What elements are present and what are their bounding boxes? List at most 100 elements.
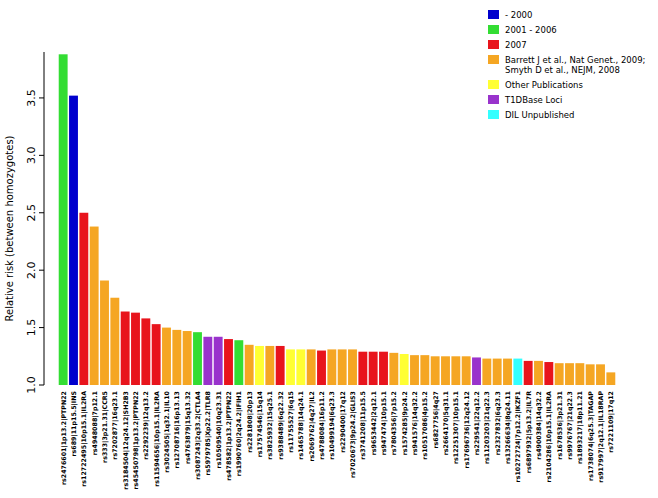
bar: [513, 359, 522, 385]
bar: [193, 332, 202, 385]
legend-label: 2007: [505, 40, 527, 50]
category-label: rs12708716|16p13.13: [173, 391, 181, 468]
bar: [462, 356, 471, 385]
bar: [400, 354, 409, 385]
bar: [110, 298, 119, 385]
bar: [482, 359, 491, 385]
category-label: rs2104286|10p15.1|IL2RA: [545, 391, 553, 483]
category-label: rs17696736|12q24.12: [463, 391, 471, 468]
bar: [338, 349, 347, 385]
category-label: rs7804356|7p15.2: [390, 391, 398, 455]
bar: [245, 345, 254, 385]
bar: [203, 337, 212, 385]
category-label: rs11594656|10p15.1|IL2RA: [153, 391, 161, 487]
category-label: rs11755527|6q15: [287, 391, 295, 453]
category-label: rs1574285|9p24.2: [401, 391, 409, 455]
bar: [59, 54, 68, 385]
category-label: rs1990760|2q24.2|IFIH1: [235, 391, 243, 476]
legend-item: 2001 - 2006: [488, 25, 656, 35]
category-label: rs1738074|6q25.3|TAGAP: [587, 391, 595, 481]
bar: [503, 359, 512, 385]
bar: [555, 363, 564, 385]
bar: [255, 346, 264, 385]
legend-swatch: [488, 25, 499, 34]
legend-item: DIL Unpublished: [488, 110, 656, 120]
category-label: rs2290400|17q12: [339, 391, 347, 453]
bars: [59, 54, 616, 385]
legend-swatch: [488, 95, 499, 104]
category-label: rs10272724|7p12.2|IKZF1: [514, 391, 522, 482]
legend-item: Other Publications: [488, 80, 656, 90]
category-label: rs1678536|3p21.31: [556, 391, 564, 460]
y-tick-label: 3.5: [25, 89, 38, 107]
bar: [234, 340, 243, 385]
y-tick: [39, 212, 44, 213]
bar: [420, 355, 429, 385]
legend: - 20002001 - 20062007Barrett J et al., N…: [488, 10, 656, 125]
bar: [348, 349, 357, 385]
category-label: rs689|11p15.5|INS: [70, 391, 78, 457]
bar: [441, 356, 450, 385]
category-label: rs2069762|4q27|IL2: [308, 391, 316, 462]
bar: [586, 364, 595, 385]
category-label: rs917997|2q12.1|IL18RAP: [597, 391, 605, 483]
category-label: rs45450798|1p13.2|PTPN22: [132, 391, 140, 490]
legend-label: Other Publications: [505, 80, 583, 90]
y-tick: [39, 155, 44, 156]
category-label: rs4763879|15q13.32: [184, 391, 192, 464]
category-label: rs2292239|12q13.2: [142, 391, 150, 460]
category-label: rs9388489|6q22.32: [277, 391, 285, 460]
legend-item: T1DBase Loci: [488, 95, 656, 105]
bar: [596, 364, 605, 385]
category-label: rs478582|1p13.2|PTPN22: [225, 391, 233, 481]
legend-label: 2001 - 2006: [505, 25, 557, 35]
category-label: rs6827756|4q27: [432, 391, 440, 448]
bar: [534, 361, 543, 385]
bar: [524, 361, 533, 385]
category-label: rs333|3p21.31|CCR5: [101, 391, 109, 463]
bar: [369, 352, 378, 385]
category-label: rs4900384|14q32.2: [535, 391, 543, 460]
category-label: rs10509540|10q23.31: [215, 391, 223, 468]
bar: [79, 213, 88, 385]
bar: [100, 281, 109, 385]
category-label: rs10517086|4p15.2: [421, 391, 429, 460]
legend-swatch: [488, 80, 499, 89]
bar: [307, 349, 316, 385]
bar: [265, 346, 274, 385]
category-label: rs3087243|2q33.2|CTLA4: [194, 390, 202, 479]
category-label: rs7020673|9p24.2|GLIS3: [349, 391, 357, 478]
legend-swatch: [488, 10, 499, 19]
y-tick-label: 2.5: [25, 204, 38, 222]
bar: [431, 356, 440, 385]
category-label: rs17574546|15q14: [256, 390, 264, 457]
y-tick: [39, 327, 44, 328]
category-label: rs11203203|21q22.3: [483, 391, 491, 464]
category-label: rs2476601|1p13.2|PTPN22: [60, 391, 68, 485]
category-label: rs7202877|16q23.1: [111, 391, 119, 460]
bar: [296, 349, 305, 385]
category-label: rs3741208|11p15.5: [359, 391, 367, 460]
bar: [327, 349, 336, 385]
category-label: rs229541|22q12.2: [473, 391, 481, 455]
y-tick: [39, 270, 44, 271]
legend-item: 2007: [488, 40, 656, 50]
bar: [379, 352, 388, 385]
bar: [183, 331, 192, 385]
bar: [69, 96, 78, 385]
y-tick-label: 1.0: [25, 376, 38, 394]
legend-label: - 2000: [505, 10, 532, 20]
y-tick-label: 3.0: [25, 147, 38, 165]
category-label: rs1465788|14q24.1: [297, 391, 305, 460]
bar: [575, 363, 584, 385]
legend-label: T1DBase Loci: [505, 95, 562, 105]
y-tick: [39, 385, 44, 386]
y-tick: [39, 97, 44, 98]
bar: [410, 355, 419, 385]
category-label: rs12722495|10p15.1|IL2RA: [80, 391, 88, 487]
category-label: rs4948088|7p12.1: [91, 391, 99, 455]
bar: [286, 349, 295, 385]
legend-swatch: [488, 110, 499, 119]
category-label: rs947474|10p15.1: [380, 391, 388, 455]
legend-swatch: [488, 55, 499, 64]
